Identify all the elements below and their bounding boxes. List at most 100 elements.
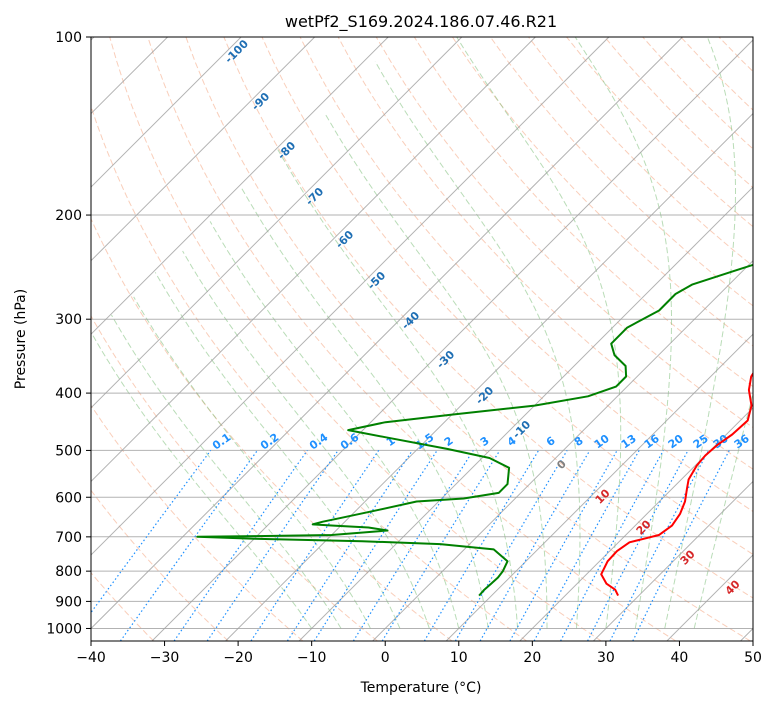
sounding-profiles: [196, 263, 753, 597]
mixing-ratio-label: 0.6: [338, 430, 362, 452]
overlay-line-labels: -100-90-80-70-60-50-40-30-20-10010203040…: [210, 37, 752, 598]
dry-adiabat-line: [451, 37, 753, 347]
dry-adiabat-line: [91, 217, 453, 641]
mixing-ratio-label: 20: [666, 432, 686, 452]
y-tick-label: 200: [55, 208, 82, 224]
dry-adiabat-label: -20: [473, 384, 496, 407]
dry-adiabat-line: [0, 37, 79, 641]
isotherm-line: [151, 39, 753, 641]
dry-adiabat-line: [680, 37, 753, 111]
chart-title: wetPf2_S169.2024.186.07.46.R21: [285, 12, 557, 32]
moist-adiabat-line: [154, 272, 401, 629]
dry-adiabat-line: [489, 37, 753, 307]
isotherm-line: [298, 186, 753, 641]
mixing-ratio-label: 0.2: [258, 431, 281, 453]
dry-adiabat-line: [528, 37, 753, 267]
dry-adiabat-label: 10: [593, 486, 613, 506]
x-tick-label: 40: [671, 650, 689, 666]
dry-adiabat-line: [261, 37, 753, 556]
mixing-ratio-line: [381, 450, 501, 641]
isotherm-line: [91, 37, 316, 262]
isotherm-line: [225, 112, 753, 641]
dry-adiabat-line: [91, 314, 378, 641]
mixing-ratio-line: [560, 450, 664, 641]
moist-adiabat-line: [664, 37, 736, 629]
isotherm-line: [740, 627, 753, 641]
dry-adiabat-line: [566, 37, 753, 228]
isotherm-line: [91, 37, 389, 335]
moist-adiabat-line: [133, 296, 371, 629]
mixing-ratio-label: 36: [732, 432, 752, 452]
isotherm-line: [519, 407, 753, 641]
y-tick-label: 700: [55, 530, 82, 546]
isotherm-line: [91, 37, 536, 483]
dry-adiabat-line: [109, 37, 602, 641]
moist-adiabat-line: [574, 37, 672, 629]
y-tick-label: 600: [55, 490, 82, 506]
y-tick-label: 300: [55, 312, 82, 328]
x-tick-label: 20: [523, 650, 541, 666]
moist-adiabat-line: [182, 250, 430, 629]
moist-adiabat-line: [456, 37, 622, 629]
x-tick-label: −20: [223, 650, 253, 666]
x-axis: −40 −30 −20 −10 0 10 20 30 40 50: [76, 641, 762, 666]
dry-adiabat-line: [91, 489, 229, 641]
dry-adiabat-line: [413, 37, 753, 388]
x-tick-label: −30: [150, 650, 180, 666]
mixing-ratio-label: 2: [442, 434, 456, 449]
mixing-ratio-line: [454, 450, 568, 641]
isotherm-line: [91, 37, 242, 188]
dry-adiabat-label: 40: [723, 577, 743, 597]
mixing-ratio-label: 0.4: [307, 430, 331, 452]
temperature-profile: [600, 371, 753, 597]
y-tick-label: 900: [55, 594, 82, 610]
dry-adiabat-line: [299, 37, 753, 513]
moist-adiabat-line: [241, 187, 489, 629]
y-tick-label: 800: [55, 564, 82, 580]
dry-adiabat-line: [337, 37, 753, 470]
mixing-ratio-line: [313, 450, 438, 641]
dry-adiabat-line: [757, 37, 775, 641]
mixing-ratio-line: [632, 450, 730, 641]
x-tick-label: 10: [450, 650, 468, 666]
dry-adiabat-line: [0, 37, 5, 641]
dry-adiabat-label: -70: [303, 185, 326, 208]
y-tick-label: 500: [55, 443, 82, 459]
dry-adiabat-line: [642, 37, 753, 150]
dry-adiabat-line: [223, 37, 753, 599]
dry-adiabat-label: -40: [399, 309, 422, 332]
isotherm-line: [666, 554, 753, 641]
moist-adiabat-line: [277, 149, 519, 629]
moist-adiabat-line: [110, 314, 342, 629]
dry-adiabat-line: [375, 37, 753, 429]
dry-adiabat-line: [147, 37, 677, 641]
mixing-ratio-line: [250, 450, 380, 641]
dry-adiabat-label: -60: [333, 228, 356, 251]
mixing-ratio-line: [91, 450, 212, 614]
x-tick-label: 30: [597, 650, 615, 666]
isotherm-line: [91, 37, 683, 630]
isotherm-line: [445, 333, 753, 641]
x-tick-label: 0: [381, 650, 390, 666]
dewpoint-profile: [196, 263, 753, 597]
dry-adiabat-label: 30: [678, 547, 698, 567]
mixing-ratio-line: [533, 450, 640, 641]
mixing-ratio-line: [206, 450, 339, 641]
y-axis-label: Pressure (hPa): [13, 289, 29, 389]
moist-adiabat-line: [374, 61, 581, 629]
isotherm-line: [91, 37, 610, 556]
mixing-ratio-label: 10: [592, 432, 612, 452]
dry-adiabat-line: [718, 37, 753, 73]
moist-adiabat-line: [693, 391, 753, 629]
mixing-ratio-line: [119, 450, 258, 641]
mixing-ratio-label: 6: [544, 434, 558, 449]
y-tick-label: 400: [55, 386, 82, 402]
dry-adiabat-line: [91, 404, 304, 641]
mixing-ratio-line: [587, 450, 689, 641]
mixing-ratio-line: [509, 450, 618, 641]
dry-adiabat-label: -50: [365, 269, 388, 292]
x-tick-label: −40: [76, 650, 106, 666]
mixing-ratio-line: [173, 450, 308, 641]
dry-adiabat-line: [91, 104, 527, 641]
